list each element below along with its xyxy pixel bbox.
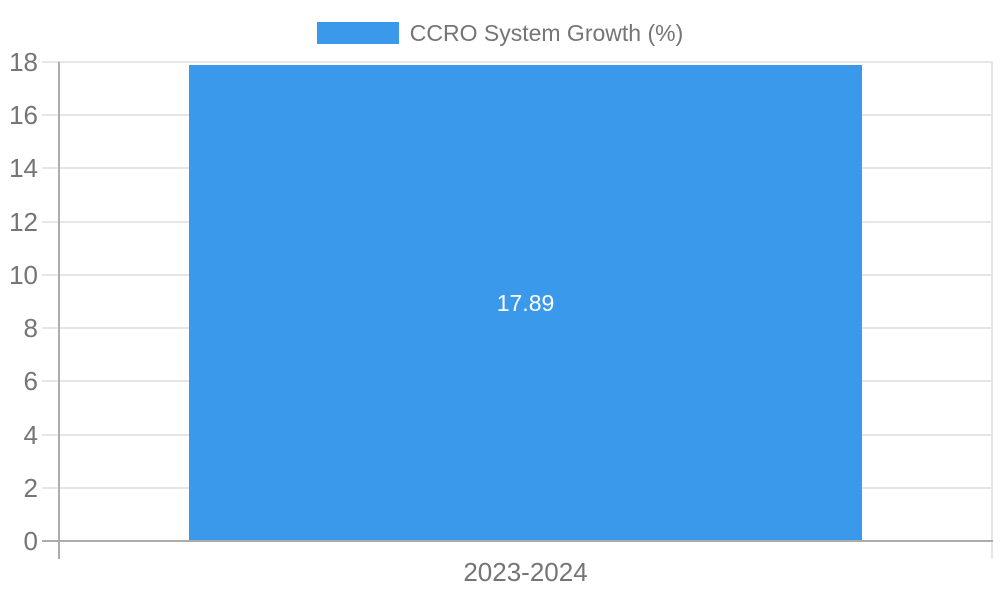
right-edge-gridline — [991, 62, 993, 559]
y-tick-label: 2 — [23, 472, 38, 503]
bar-2023-2024[interactable]: 17.89 — [189, 65, 862, 541]
gridline — [42, 61, 993, 63]
y-axis-line — [58, 62, 60, 559]
x-axis-baseline — [42, 540, 993, 542]
y-tick-label: 18 — [9, 47, 38, 77]
y-tick-label: 6 — [23, 366, 38, 397]
y-tick-label: 8 — [23, 313, 38, 344]
y-tick-label: 4 — [23, 419, 38, 450]
y-tick-label: 0 — [23, 526, 38, 556]
legend-label: CCRO System Growth (%) — [409, 20, 684, 46]
y-tick-label: 14 — [9, 153, 38, 184]
legend-item[interactable]: CCRO System Growth (%) — [316, 20, 684, 46]
x-axis-category-label: 2023-2024 — [463, 557, 588, 587]
y-tick-label: 12 — [9, 206, 38, 237]
legend: CCRO System Growth (%) — [0, 21, 1000, 45]
y-tick-label: 10 — [9, 259, 38, 290]
y-tick-label: 16 — [9, 100, 38, 131]
bar-value-label: 17.89 — [496, 289, 555, 316]
legend-swatch — [316, 22, 399, 44]
